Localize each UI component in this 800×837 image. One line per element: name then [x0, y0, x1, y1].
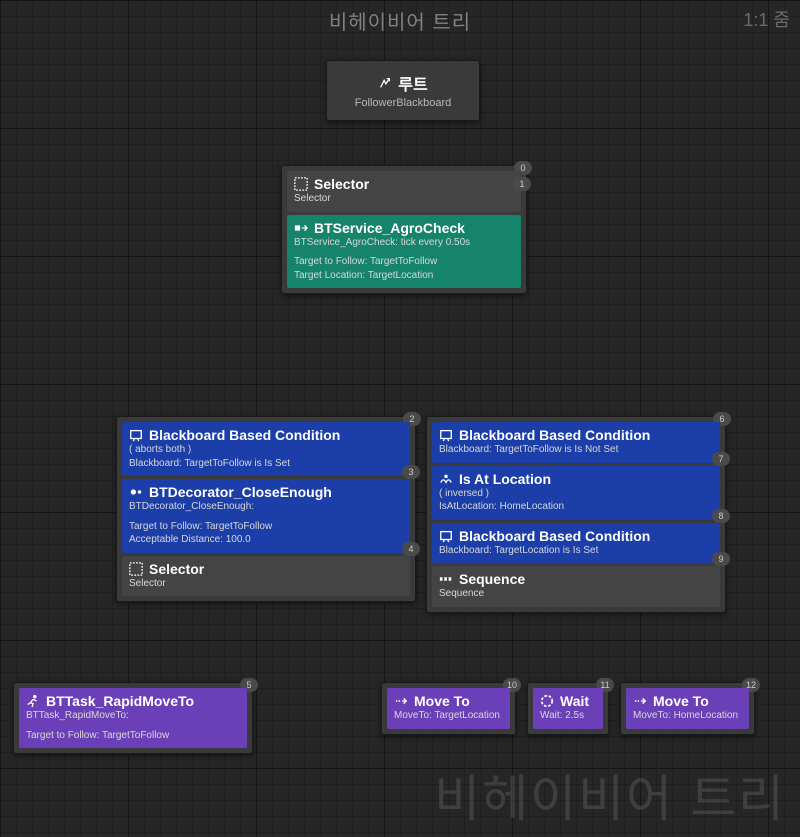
decorator-title: Is At Location: [459, 471, 551, 487]
composite-block[interactable]: Selector Selector 1: [287, 171, 521, 212]
decorator-title: Blackboard Based Condition: [149, 427, 340, 443]
selector-node[interactable]: 0 Selector Selector 1 BTService_AgroChec…: [281, 165, 527, 294]
block-index: 4: [402, 542, 420, 556]
wait-icon: [540, 694, 554, 708]
decorator-block[interactable]: Blackboard Based Condition Blackboard: T…: [432, 422, 720, 463]
task-title: Move To: [414, 693, 470, 709]
task-block[interactable]: Move To MoveTo: TargetLocation: [387, 688, 510, 729]
task-title: BTTask_RapidMoveTo: [46, 693, 194, 709]
blackboard-icon: [129, 428, 143, 442]
blackboard-icon: [439, 529, 453, 543]
root-icon: [378, 76, 392, 90]
moveto-icon: [394, 694, 408, 708]
task-title: Wait: [560, 693, 589, 709]
root-subtitle: FollowerBlackboard: [343, 97, 463, 112]
block-index: 3: [402, 465, 420, 479]
service-icon: [294, 221, 308, 235]
task-title: Move To: [653, 693, 709, 709]
service-block[interactable]: BTService_AgroCheck BTService_AgroCheck:…: [287, 215, 521, 289]
task-line: BTTask_RapidMoveTo:: [26, 709, 240, 723]
decorator-block[interactable]: Blackboard Based Condition Blackboard: T…: [432, 523, 720, 564]
blackboard-icon: [439, 428, 453, 442]
composite-title: Selector: [314, 176, 369, 192]
task-node[interactable]: 10 Move To MoveTo: TargetLocation: [381, 682, 516, 735]
task-line: MoveTo: TargetLocation: [394, 709, 503, 723]
task-line: Wait: 2.5s: [540, 709, 596, 723]
decorator-line: Blackboard: TargetLocation is Is Set: [439, 544, 713, 558]
left-branch-node[interactable]: 2 Blackboard Based Condition ( aborts bo…: [116, 416, 416, 602]
watermark: 비헤이비어 트리: [434, 759, 786, 831]
service-line: Target to Follow: TargetToFollow: [294, 255, 514, 269]
block-index: 7: [712, 452, 730, 466]
moveto-icon: [633, 694, 647, 708]
block-index: 9: [712, 552, 730, 566]
decorator-title: Blackboard Based Condition: [459, 427, 650, 443]
composite-sub: Selector: [294, 192, 514, 206]
decorator-line: ( inversed ): [439, 487, 713, 501]
composite-title: Selector: [149, 561, 204, 577]
composite-block[interactable]: Sequence Sequence: [432, 566, 720, 607]
right-branch-node[interactable]: 6 Blackboard Based Condition Blackboard:…: [426, 416, 726, 613]
root-title: 루트: [398, 71, 427, 95]
decorator-title: BTDecorator_CloseEnough: [149, 484, 332, 500]
service-line: Target Location: TargetLocation: [294, 269, 514, 283]
decorator-line: Acceptable Distance: 100.0: [129, 533, 403, 547]
decorator-line: Target to Follow: TargetToFollow: [129, 520, 403, 534]
block-index: 1: [513, 177, 531, 191]
task-line: MoveTo: HomeLocation: [633, 709, 742, 723]
decorator-block[interactable]: Is At Location ( inversed ) IsAtLocation…: [432, 466, 720, 520]
task-block[interactable]: Wait Wait: 2.5s: [533, 688, 603, 729]
run-icon: [26, 694, 40, 708]
zoom-level: 1:1 줌: [743, 6, 790, 32]
decorator-line: BTDecorator_CloseEnough:: [129, 500, 403, 514]
root-node[interactable]: 루트 FollowerBlackboard: [326, 60, 480, 121]
decorator-line: IsAtLocation: HomeLocation: [439, 500, 713, 514]
block-index: 8: [712, 509, 730, 523]
task-line: Target to Follow: TargetToFollow: [26, 729, 240, 743]
task-node[interactable]: 11 Wait Wait: 2.5s: [527, 682, 609, 735]
task-node[interactable]: 12 Move To MoveTo: HomeLocation: [620, 682, 755, 735]
selector-icon: [294, 177, 308, 191]
sequence-icon: [439, 572, 453, 586]
task-block[interactable]: BTTask_RapidMoveTo BTTask_RapidMoveTo: T…: [19, 688, 247, 748]
task-node[interactable]: 5 BTTask_RapidMoveTo BTTask_RapidMoveTo:…: [13, 682, 253, 754]
composite-sub: Sequence: [439, 587, 713, 601]
location-icon: [439, 472, 453, 486]
selector-icon: [129, 562, 143, 576]
decorator-title: Blackboard Based Condition: [459, 528, 650, 544]
composite-block[interactable]: Selector Selector: [122, 556, 410, 597]
service-title: BTService_AgroCheck: [314, 220, 465, 236]
decorator-line: Blackboard: TargetToFollow is Is Not Set: [439, 443, 713, 457]
page-title: 비헤이비어 트리: [329, 6, 471, 35]
decorator-line: Blackboard: TargetToFollow is Is Set: [129, 457, 403, 471]
decorator-block[interactable]: Blackboard Based Condition ( aborts both…: [122, 422, 410, 476]
composite-title: Sequence: [459, 571, 525, 587]
composite-sub: Selector: [129, 577, 403, 591]
close-enough-icon: [129, 485, 143, 499]
decorator-block[interactable]: BTDecorator_CloseEnough BTDecorator_Clos…: [122, 479, 410, 553]
service-line: BTService_AgroCheck: tick every 0.50s: [294, 236, 514, 250]
task-block[interactable]: Move To MoveTo: HomeLocation: [626, 688, 749, 729]
decorator-line: ( aborts both ): [129, 443, 403, 457]
